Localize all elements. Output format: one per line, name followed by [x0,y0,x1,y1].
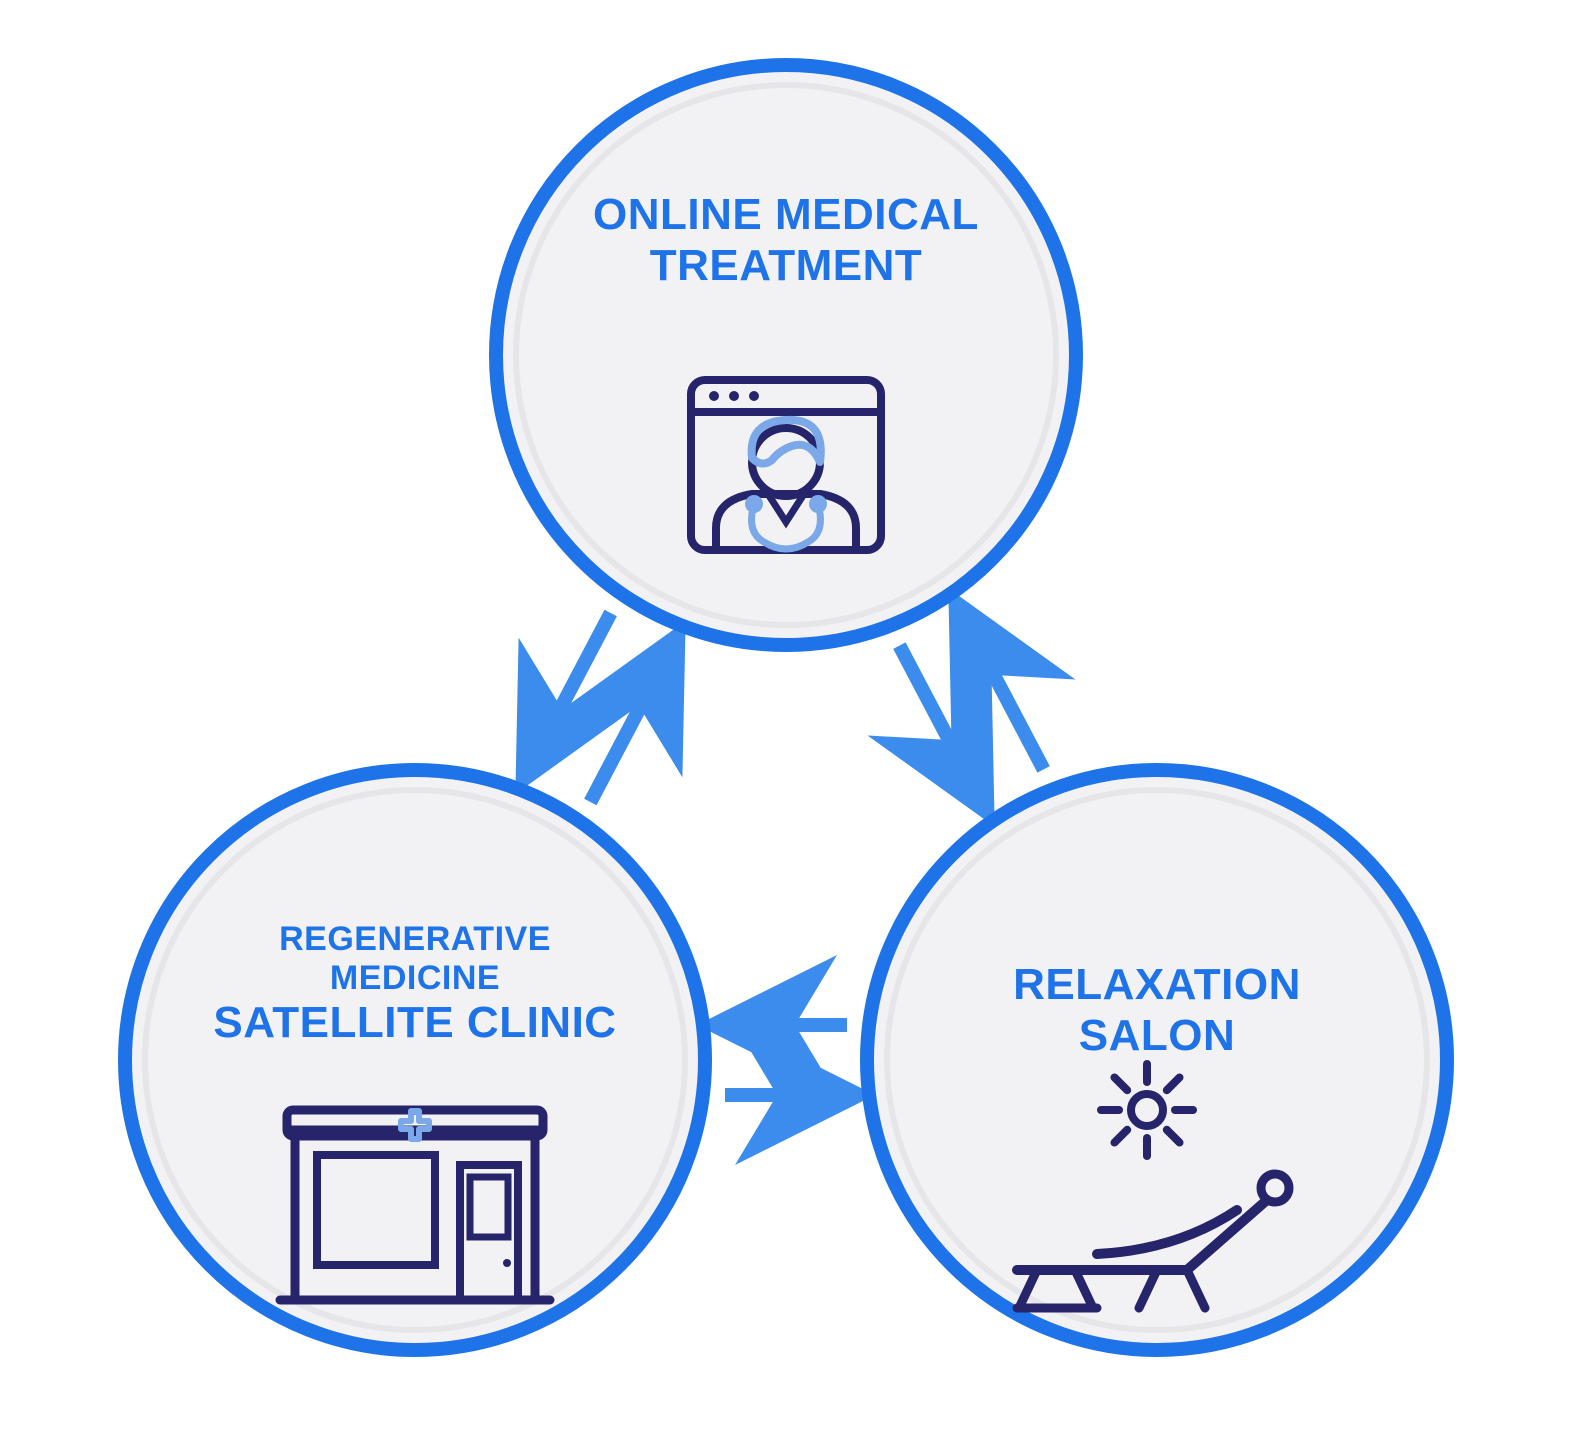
label-line: SALON [917,1011,1397,1062]
label-line: REGENERATIVE [175,920,655,959]
label-line: RELAXATION [917,960,1397,1011]
node-top-label: ONLINE MEDICALTREATMENT [546,190,1026,291]
label-line: SATELLITE CLINIC [175,998,655,1049]
label-line: MEDICINE [175,959,655,998]
label-line: TREATMENT [546,241,1026,292]
node-right-label: RELAXATIONSALON [917,960,1397,1061]
node-left-label: REGENERATIVEMEDICINESATELLITE CLINIC [175,920,655,1049]
diagram-stage: ONLINE MEDICALTREATMENT REGENERATIVEMEDI… [0,0,1572,1455]
label-line: ONLINE MEDICAL [546,190,1026,241]
